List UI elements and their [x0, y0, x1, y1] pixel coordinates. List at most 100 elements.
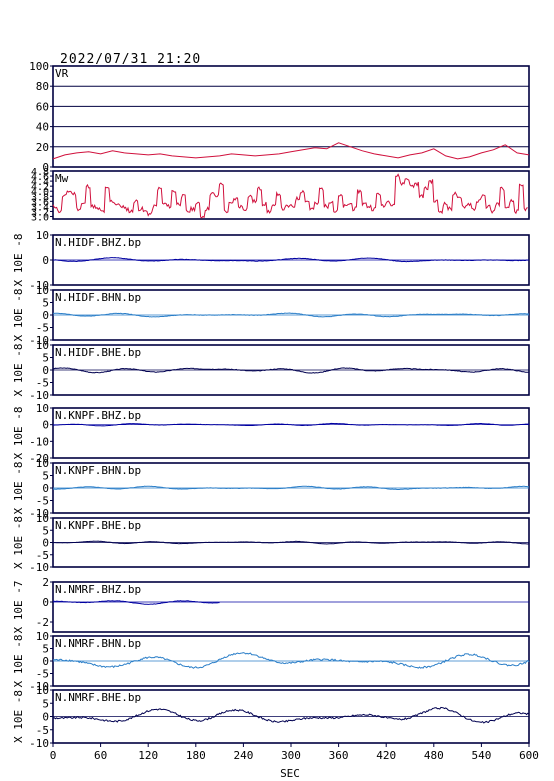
- y-tick-label: 0: [42, 655, 49, 668]
- panel-frame: [52, 407, 530, 459]
- panel-frame: [52, 170, 530, 220]
- panel-frame: [52, 65, 530, 168]
- y-tick-label: 10: [36, 457, 49, 470]
- y-tick-label: -5: [36, 724, 49, 737]
- x-tick-label: 0: [50, 749, 57, 762]
- panel-mw: 3.03.23.43.63.84.04.24.44.64.8 Mw: [31, 167, 530, 223]
- y-tick-label: 4.8: [31, 167, 49, 178]
- panel-frame: [52, 581, 530, 633]
- y-tick-label: 20: [36, 141, 49, 154]
- series-line: [52, 652, 530, 669]
- y-tick-label: -10: [29, 279, 49, 292]
- panel-label: Mw: [55, 172, 69, 185]
- y-tick-label: 0: [42, 482, 49, 495]
- y-tick-label: 10: [36, 402, 49, 415]
- y-tick-label: 10: [36, 339, 49, 352]
- series-line: [52, 173, 528, 219]
- y-axis-label: X 10E -8: [12, 234, 25, 287]
- y-tick-label: 0: [42, 711, 49, 724]
- y-tick-label: -5: [36, 495, 49, 508]
- y-tick-label: 4.2: [31, 182, 49, 193]
- panel-label: N.NMRF.BHZ.bp: [55, 583, 141, 596]
- y-tick-label: 40: [36, 121, 49, 134]
- x-tick-label: 600: [519, 749, 539, 762]
- y-tick-label: -2: [36, 616, 49, 629]
- y-tick-label: 4.4: [31, 177, 49, 188]
- y-tick-label: 0: [42, 419, 49, 432]
- y-tick-label: 10: [36, 630, 49, 643]
- x-axis-label: SEC: [280, 767, 300, 780]
- panel-label: N.NMRF.BHN.bp: [55, 637, 141, 650]
- panel-label: N.HIDF.BHE.bp: [55, 346, 141, 359]
- series-line: [53, 540, 530, 545]
- y-tick-label: 10: [36, 512, 49, 525]
- y-axis-label: X 10E -8: [12, 289, 25, 342]
- y-tick-label: -10: [29, 334, 49, 347]
- x-tick-label: 240: [233, 749, 253, 762]
- y-tick-label: 5: [42, 470, 49, 483]
- y-tick-label: -5: [36, 377, 49, 390]
- y-tick-label: -10: [29, 561, 49, 574]
- panel-label: N.KNPF.BHN.bp: [55, 464, 141, 477]
- panel-n-knpf-bhz-bp: -20 -10 0 10 N.KNPF.BHZ.bp X 10E -8: [12, 402, 530, 465]
- y-tick-label: 5: [42, 352, 49, 365]
- y-tick-label: 5: [42, 297, 49, 310]
- y-tick-label: 5: [42, 697, 49, 710]
- panel-n-hidf-bhz-bp: -10 0 10 N.HIDF.BHZ.bp X 10E -8: [12, 229, 530, 292]
- series-line: [52, 257, 530, 263]
- y-tick-label: 2: [42, 576, 49, 589]
- y-axis-label: X 10E -8: [12, 635, 25, 688]
- y-tick-label: 100: [29, 60, 49, 73]
- panel-vr: 0 20 40 60 80 100 VR: [29, 60, 530, 174]
- series-line: [52, 312, 530, 318]
- y-tick-label: -5: [36, 322, 49, 335]
- y-tick-label: 3.8: [31, 192, 49, 203]
- y-tick-label: 0: [42, 364, 49, 377]
- panel-n-nmrf-bhz-bp: -2 0 2 N.NMRF.BHZ.bp X 10E -7: [12, 576, 530, 634]
- series-line: [52, 142, 530, 160]
- y-tick-label: 0: [42, 161, 49, 174]
- y-tick-label: -10: [29, 507, 49, 520]
- y-tick-label: 3.6: [31, 197, 49, 208]
- x-tick-label: 480: [424, 749, 444, 762]
- y-tick-label: 4.0: [31, 187, 49, 198]
- y-tick-label: 3.4: [31, 202, 49, 213]
- y-axis-label: X 10E -7: [12, 581, 25, 634]
- series-line: [53, 422, 530, 427]
- y-tick-label: 5: [42, 643, 49, 656]
- chart-timestamp: 2022/07/31 21:20: [60, 52, 201, 67]
- y-axis-label: X 10E -8: [12, 516, 25, 569]
- y-tick-label: -20: [29, 452, 49, 465]
- y-tick-label: -10: [29, 680, 49, 693]
- y-tick-label: 80: [36, 80, 49, 93]
- y-tick-label: -5: [36, 549, 49, 562]
- y-tick-label: -5: [36, 668, 49, 681]
- panel-label: N.KNPF.BHE.bp: [55, 519, 141, 532]
- x-tick-label: 300: [281, 749, 301, 762]
- y-tick-label: 5: [42, 524, 49, 537]
- y-tick-label: 3.2: [31, 207, 49, 218]
- y-axis-label: X 10E -8: [12, 344, 25, 397]
- panel-label: N.HIDF.BHN.bp: [55, 291, 141, 304]
- x-tick-label: 180: [186, 749, 206, 762]
- series-line: [52, 600, 220, 605]
- x-tick-label: 420: [376, 749, 396, 762]
- panel-label: N.KNPF.BHZ.bp: [55, 409, 141, 422]
- y-tick-label: 0: [42, 537, 49, 550]
- y-tick-label: 3.0: [31, 212, 49, 223]
- y-tick-label: -10: [29, 737, 49, 750]
- panel-label: VR: [55, 67, 69, 80]
- series-line: [52, 706, 530, 724]
- x-tick-label: 60: [94, 749, 107, 762]
- y-tick-label: -10: [29, 389, 49, 402]
- panel-label: N.NMRF.BHE.bp: [55, 691, 141, 704]
- panel-label: N.HIDF.BHZ.bp: [55, 236, 141, 249]
- x-tick-label: 360: [329, 749, 349, 762]
- y-tick-label: -10: [29, 435, 49, 448]
